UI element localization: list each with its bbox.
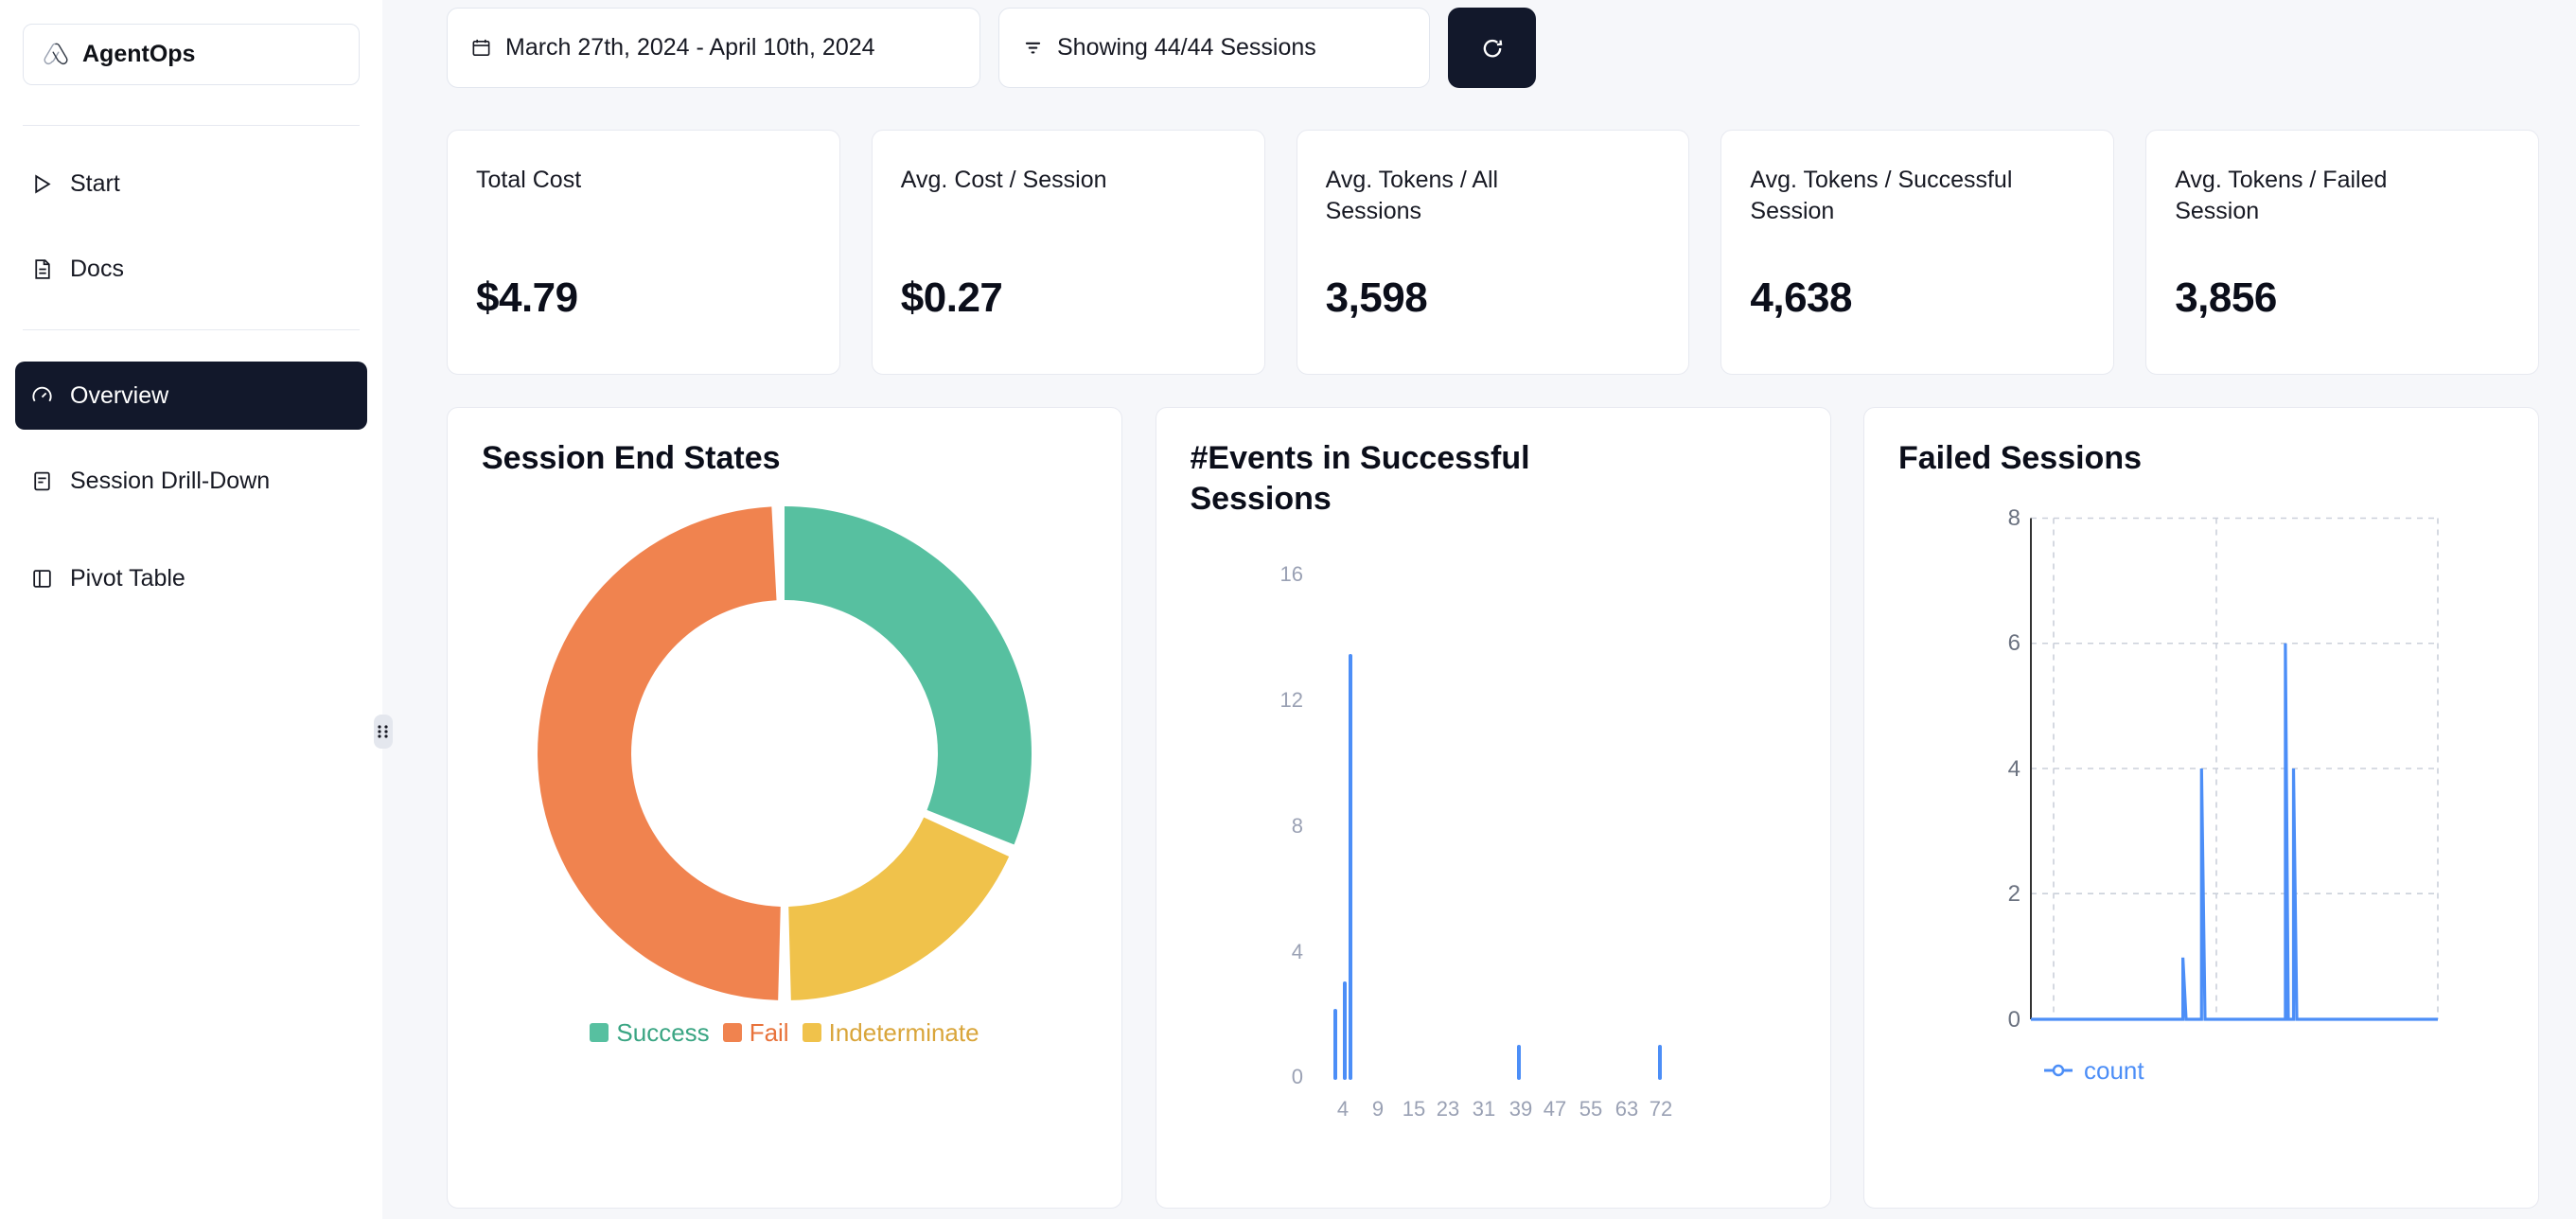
svg-text:count: count [2084, 1056, 2144, 1085]
svg-text:9: 9 [1371, 1097, 1383, 1121]
svg-text:23: 23 [1436, 1097, 1458, 1121]
svg-text:8: 8 [2008, 505, 2020, 531]
svg-text:4: 4 [1336, 1097, 1348, 1121]
svg-text:31: 31 [1472, 1097, 1494, 1121]
svg-text:2: 2 [2008, 881, 2020, 907]
svg-text:72: 72 [1649, 1097, 1671, 1121]
svg-text:0: 0 [2008, 1007, 2020, 1033]
svg-text:47: 47 [1543, 1097, 1565, 1121]
svg-text:15: 15 [1402, 1097, 1424, 1121]
svg-text:6: 6 [2008, 630, 2020, 656]
svg-text:4: 4 [1291, 940, 1302, 963]
svg-text:0: 0 [1291, 1065, 1302, 1088]
svg-text:16: 16 [1279, 562, 1302, 586]
svg-text:4: 4 [2008, 756, 2020, 782]
svg-text:55: 55 [1579, 1097, 1601, 1121]
svg-text:12: 12 [1279, 688, 1302, 712]
svg-text:63: 63 [1614, 1097, 1637, 1121]
svg-text:8: 8 [1291, 814, 1302, 838]
svg-text:39: 39 [1509, 1097, 1531, 1121]
